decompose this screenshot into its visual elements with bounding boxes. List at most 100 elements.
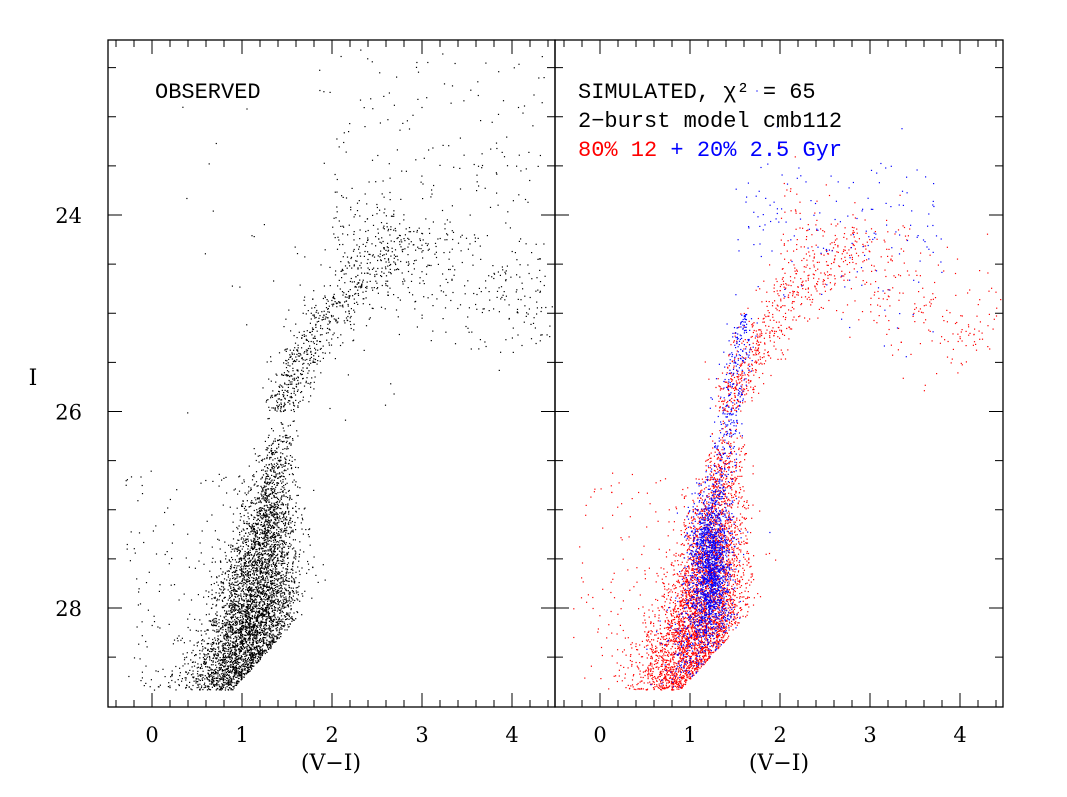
- data-point: [198, 679, 200, 681]
- data-point: [347, 315, 349, 318]
- data-point: [259, 601, 261, 603]
- data-point: [259, 650, 261, 652]
- data-point: [355, 286, 357, 288]
- data-point: [265, 534, 267, 536]
- data-point: [261, 612, 263, 614]
- data-point: [275, 555, 277, 557]
- data-point: [287, 468, 289, 470]
- data-point: [226, 602, 228, 605]
- data-point: [278, 517, 281, 519]
- data-point: [251, 529, 253, 531]
- data-point: [248, 619, 250, 621]
- data-point: [243, 593, 245, 595]
- data-point: [263, 508, 265, 510]
- data-point: [268, 550, 270, 552]
- data-point: [285, 573, 287, 575]
- data-point: [280, 590, 282, 592]
- data-point: [246, 613, 248, 615]
- data-point: [237, 658, 239, 660]
- data-point: [254, 623, 256, 625]
- data-point: [265, 490, 267, 492]
- data-point: [222, 645, 224, 647]
- data-point: [225, 663, 227, 665]
- data-point: [278, 531, 280, 533]
- data-point: [232, 623, 235, 625]
- data-point: [231, 681, 233, 683]
- data-point: [251, 656, 253, 658]
- data-point: [257, 611, 259, 613]
- data-point: [292, 438, 294, 440]
- data-point: [215, 673, 217, 675]
- data-point: [226, 633, 228, 635]
- data-point: [294, 521, 296, 524]
- data-point: [207, 679, 209, 681]
- data-point: [269, 636, 271, 638]
- data-point: [201, 623, 203, 625]
- data-point: [264, 599, 266, 601]
- data-point: [218, 678, 221, 680]
- data-point: [238, 490, 241, 492]
- data-point: [238, 621, 241, 623]
- data-point: [215, 631, 217, 633]
- data-point: [246, 554, 248, 556]
- data-point: [171, 674, 173, 676]
- data-point: [262, 612, 264, 614]
- data-point: [280, 498, 282, 500]
- data-point: [249, 549, 251, 551]
- data-point: [227, 624, 229, 626]
- data-point: [250, 531, 252, 533]
- data-point: [260, 579, 262, 581]
- data-point: [292, 565, 294, 568]
- data-point: [247, 627, 249, 629]
- data-point: [309, 358, 311, 360]
- data-point: [315, 324, 317, 326]
- data-point: [183, 593, 185, 595]
- data-point: [288, 597, 290, 599]
- data-point: [210, 683, 213, 685]
- data-point: [235, 590, 237, 592]
- data-point: [192, 673, 194, 675]
- data-point: [229, 603, 231, 605]
- data-point: [266, 618, 268, 620]
- data-point: [236, 570, 238, 572]
- data-point: [239, 662, 241, 664]
- data-point: [169, 685, 171, 687]
- data-point: [236, 575, 238, 577]
- data-point: [254, 588, 256, 591]
- data-point: [189, 681, 191, 683]
- data-point: [290, 587, 292, 589]
- data-point: [319, 315, 321, 317]
- data-point: [263, 641, 265, 643]
- data-point: [237, 539, 239, 541]
- data-point: [301, 528, 303, 530]
- data-point: [245, 574, 247, 576]
- data-point: [185, 671, 187, 673]
- data-point: [255, 569, 257, 571]
- data-point: [222, 643, 224, 645]
- data-point: [206, 656, 208, 658]
- data-point: [259, 580, 261, 582]
- data-point: [278, 628, 281, 630]
- data-point: [277, 504, 280, 507]
- data-point: [220, 666, 222, 669]
- data-point: [265, 642, 268, 644]
- data-point: [333, 318, 335, 320]
- data-point: [339, 305, 341, 307]
- data-point: [265, 532, 267, 534]
- data-point: [240, 559, 243, 562]
- data-point: [262, 547, 264, 550]
- data-point: [391, 247, 393, 249]
- data-point: [256, 573, 258, 575]
- data-point: [233, 588, 235, 591]
- data-point: [276, 572, 279, 575]
- data-point: [241, 610, 243, 612]
- data-point: [314, 376, 316, 378]
- data-point: [255, 603, 257, 605]
- data-point: [270, 617, 272, 619]
- data-point: [266, 514, 268, 516]
- data-point: [342, 243, 344, 246]
- data-point: [260, 612, 262, 614]
- data-point: [240, 643, 242, 645]
- data-point: [231, 572, 233, 574]
- data-point: [180, 639, 182, 641]
